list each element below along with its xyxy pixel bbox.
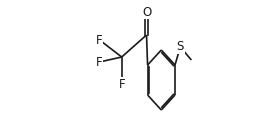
Text: S: S [177,40,184,53]
Text: O: O [142,5,151,18]
Text: F: F [118,77,125,90]
Text: F: F [96,55,103,68]
Text: F: F [96,34,103,46]
